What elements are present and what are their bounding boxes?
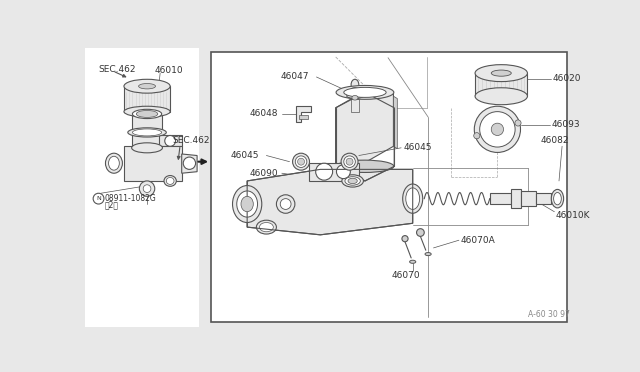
- Text: A-60 30 97: A-60 30 97: [528, 310, 570, 319]
- Polygon shape: [394, 96, 397, 148]
- Ellipse shape: [259, 222, 273, 232]
- Ellipse shape: [406, 188, 420, 209]
- Circle shape: [474, 133, 480, 139]
- Circle shape: [474, 106, 520, 153]
- Polygon shape: [520, 191, 536, 206]
- Polygon shape: [536, 193, 551, 204]
- Bar: [86, 48, 200, 327]
- Circle shape: [417, 229, 424, 236]
- Ellipse shape: [241, 196, 253, 212]
- Circle shape: [164, 135, 175, 146]
- Polygon shape: [475, 73, 527, 96]
- Text: 46010K: 46010K: [556, 211, 591, 220]
- Ellipse shape: [139, 84, 156, 89]
- Circle shape: [515, 120, 521, 126]
- Ellipse shape: [237, 191, 257, 217]
- Text: N: N: [96, 196, 101, 201]
- Ellipse shape: [132, 143, 163, 153]
- Text: SEC.462: SEC.462: [99, 65, 136, 74]
- Circle shape: [140, 181, 155, 196]
- Text: 46093: 46093: [551, 120, 580, 129]
- Text: 46045: 46045: [231, 151, 259, 160]
- Polygon shape: [351, 99, 359, 112]
- Ellipse shape: [136, 110, 158, 118]
- Text: 46020: 46020: [553, 74, 581, 83]
- Text: 〈2〉: 〈2〉: [105, 200, 118, 209]
- Ellipse shape: [295, 156, 307, 167]
- Circle shape: [93, 193, 104, 204]
- Polygon shape: [182, 154, 197, 173]
- Ellipse shape: [551, 189, 564, 208]
- Ellipse shape: [341, 153, 358, 170]
- Ellipse shape: [109, 156, 119, 170]
- Ellipse shape: [352, 96, 358, 100]
- Circle shape: [337, 165, 350, 179]
- Ellipse shape: [344, 87, 386, 97]
- Text: SEC.462: SEC.462: [172, 136, 210, 145]
- Polygon shape: [296, 106, 311, 122]
- Polygon shape: [132, 115, 163, 148]
- Ellipse shape: [410, 260, 416, 263]
- Ellipse shape: [345, 177, 360, 185]
- Ellipse shape: [257, 220, 276, 234]
- Circle shape: [402, 235, 408, 242]
- Text: 46070A: 46070A: [460, 236, 495, 245]
- Polygon shape: [308, 163, 359, 181]
- Bar: [299, 115, 308, 119]
- Polygon shape: [159, 135, 182, 146]
- Text: 46070: 46070: [391, 271, 420, 280]
- Ellipse shape: [336, 160, 394, 173]
- Polygon shape: [124, 86, 170, 112]
- Ellipse shape: [292, 153, 310, 170]
- Circle shape: [276, 195, 295, 213]
- Ellipse shape: [351, 79, 359, 90]
- Circle shape: [280, 199, 291, 209]
- Ellipse shape: [336, 86, 394, 99]
- Polygon shape: [490, 193, 511, 204]
- Ellipse shape: [344, 156, 355, 167]
- Text: 46082: 46082: [540, 136, 568, 145]
- Ellipse shape: [475, 65, 527, 81]
- Text: 08911-1082G: 08911-1082G: [105, 194, 156, 203]
- Ellipse shape: [132, 129, 162, 136]
- Text: 46010: 46010: [155, 66, 184, 75]
- Circle shape: [316, 163, 333, 180]
- Polygon shape: [347, 90, 363, 99]
- Circle shape: [480, 112, 515, 147]
- Ellipse shape: [232, 186, 262, 222]
- Ellipse shape: [166, 177, 174, 185]
- Bar: [211, 52, 566, 322]
- Ellipse shape: [132, 109, 162, 119]
- Ellipse shape: [164, 176, 176, 186]
- Ellipse shape: [342, 175, 364, 187]
- Polygon shape: [511, 189, 520, 208]
- Text: 46048: 46048: [250, 109, 278, 118]
- Ellipse shape: [298, 158, 305, 165]
- Text: 46045: 46045: [403, 143, 432, 152]
- Ellipse shape: [124, 106, 170, 117]
- Ellipse shape: [128, 128, 166, 137]
- Ellipse shape: [124, 79, 170, 93]
- Ellipse shape: [348, 178, 357, 184]
- Ellipse shape: [346, 158, 353, 165]
- Circle shape: [143, 185, 151, 192]
- Circle shape: [492, 123, 504, 135]
- Polygon shape: [247, 169, 413, 235]
- Text: 46090: 46090: [250, 169, 278, 178]
- Text: 46047: 46047: [280, 73, 308, 81]
- Ellipse shape: [492, 70, 511, 76]
- Ellipse shape: [425, 253, 431, 256]
- Circle shape: [183, 157, 196, 169]
- Ellipse shape: [554, 192, 561, 205]
- Ellipse shape: [106, 153, 122, 173]
- Ellipse shape: [350, 88, 360, 94]
- Ellipse shape: [475, 88, 527, 105]
- Ellipse shape: [403, 184, 422, 213]
- Polygon shape: [336, 92, 394, 166]
- Polygon shape: [124, 146, 182, 181]
